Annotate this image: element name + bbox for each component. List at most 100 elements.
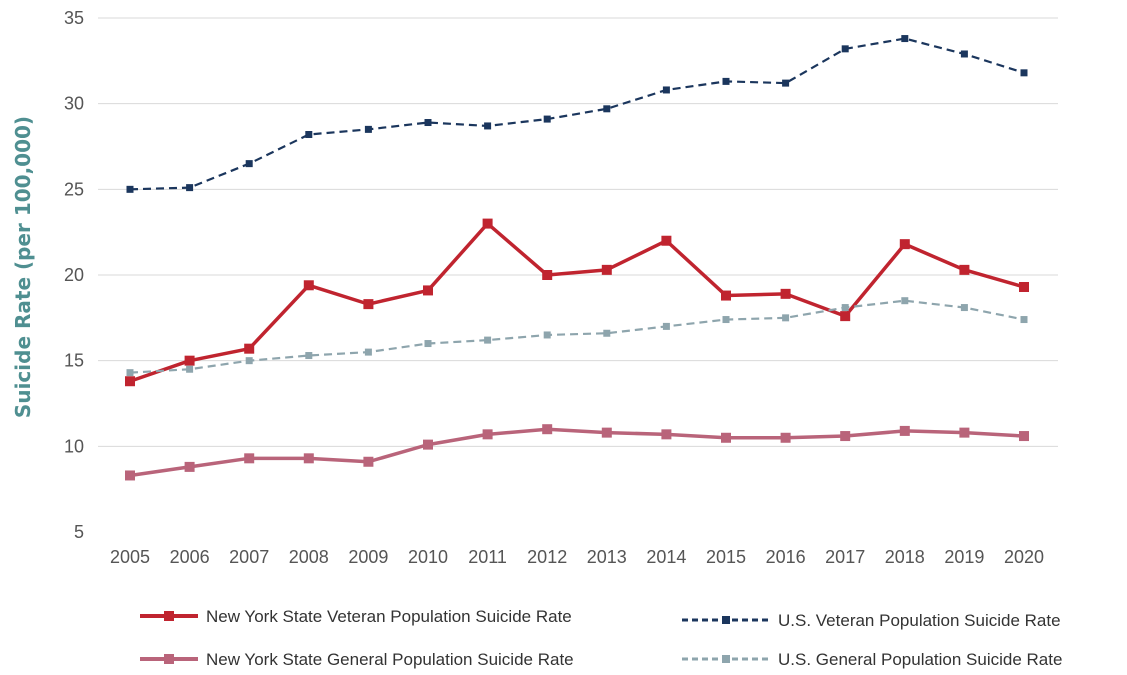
- x-tick-label: 2008: [289, 547, 329, 567]
- data-point: [542, 270, 553, 280]
- data-point: [899, 425, 910, 436]
- data-point: [1020, 69, 1028, 77]
- data-point: [424, 340, 432, 348]
- data-point: [484, 336, 492, 344]
- data-point: [721, 432, 731, 443]
- legend-label: U.S. General Population Suicide Rate: [778, 650, 1062, 669]
- data-point: [661, 235, 672, 246]
- data-point: [543, 331, 551, 339]
- data-point: [245, 160, 253, 168]
- data-point: [1019, 281, 1029, 292]
- data-point: [186, 184, 194, 192]
- legend-marker: [722, 616, 730, 624]
- data-point: [184, 355, 195, 366]
- data-point: [126, 369, 134, 377]
- data-point: [960, 304, 968, 312]
- series-2: [126, 297, 1028, 377]
- x-tick-label: 2019: [944, 547, 984, 567]
- y-axis-label: Suicide Rate (per 100,000): [11, 116, 35, 418]
- data-point: [960, 50, 968, 58]
- series-line: [129, 221, 1025, 383]
- data-point: [303, 280, 314, 291]
- data-point: [782, 79, 790, 87]
- x-tick-label: 2007: [229, 547, 269, 567]
- data-point: [244, 453, 255, 464]
- data-point: [661, 429, 672, 440]
- data-point: [303, 453, 314, 464]
- data-point: [899, 239, 910, 250]
- data-point: [722, 316, 730, 324]
- data-point: [662, 86, 670, 94]
- chart-legend: New York State Veteran Population Suicid…: [140, 607, 1062, 669]
- data-point: [424, 119, 432, 127]
- data-point: [543, 115, 551, 123]
- data-point: [364, 348, 372, 356]
- data-point: [184, 461, 195, 472]
- x-tick-label: 2012: [527, 547, 567, 567]
- data-point: [721, 290, 731, 301]
- y-tick-label: 25: [64, 179, 84, 199]
- data-point: [126, 185, 134, 193]
- x-axis-ticks: 2005 2006 2007 2008 2009 2010 2011 2012 2013 2014…: [110, 547, 1044, 567]
- data-point: [601, 427, 612, 438]
- chart-gridlines: [98, 17, 1058, 447]
- y-tick-label: 30: [64, 94, 84, 114]
- data-point: [841, 45, 849, 53]
- x-tick-label: 2015: [706, 547, 746, 567]
- y-tick-label: 5: [74, 522, 84, 542]
- legend-marker: [722, 655, 730, 663]
- data-point: [1019, 431, 1029, 442]
- data-point: [305, 131, 313, 139]
- data-point: [840, 431, 851, 442]
- x-tick-label: 2009: [348, 547, 388, 567]
- y-tick-label: 35: [64, 8, 84, 28]
- x-tick-label: 2011: [468, 547, 507, 567]
- data-point: [186, 365, 194, 373]
- data-point: [482, 429, 493, 440]
- series-line: [129, 427, 1025, 478]
- data-point: [363, 456, 374, 467]
- data-point: [780, 288, 791, 299]
- data-point: [603, 329, 611, 337]
- x-tick-label: 2020: [1004, 547, 1044, 567]
- data-point: [601, 264, 612, 275]
- y-tick-label: 15: [64, 351, 84, 371]
- y-tick-label: 20: [64, 265, 84, 285]
- legend-marker: [164, 654, 174, 664]
- series-0: [126, 35, 1028, 193]
- x-tick-label: 2014: [646, 547, 686, 567]
- chart-series: [125, 35, 1029, 481]
- data-point: [423, 439, 433, 450]
- legend-label: U.S. Veteran Population Suicide Rate: [778, 611, 1061, 630]
- x-tick-label: 2018: [885, 547, 925, 567]
- data-point: [244, 343, 255, 354]
- x-tick-label: 2006: [170, 547, 210, 567]
- legend-item: U.S. Veteran Population Suicide Rate: [682, 611, 1061, 630]
- x-tick-label: 2005: [110, 547, 150, 567]
- legend-item: U.S. General Population Suicide Rate: [682, 650, 1062, 669]
- data-point: [722, 77, 730, 85]
- series-1: [125, 218, 1029, 387]
- data-point: [482, 218, 493, 229]
- series-line: [129, 37, 1025, 191]
- data-point: [542, 424, 553, 435]
- legend-item: New York State Veteran Population Suicid…: [140, 607, 572, 626]
- series-3: [125, 424, 1029, 481]
- legend-label: New York State Veteran Population Suicid…: [206, 607, 572, 626]
- data-point: [901, 35, 909, 43]
- legend-marker: [164, 611, 174, 621]
- y-axis-ticks: 5 10 15 20 25 30 35: [64, 8, 84, 542]
- legend-label: New York State General Population Suicid…: [206, 650, 574, 669]
- x-tick-label: 2013: [587, 547, 627, 567]
- data-point: [780, 432, 791, 443]
- series-line: [129, 299, 1025, 374]
- data-point: [364, 125, 372, 133]
- data-point: [1020, 316, 1028, 324]
- data-point: [782, 314, 790, 322]
- x-tick-label: 2010: [408, 547, 448, 567]
- data-point: [959, 427, 970, 438]
- data-point: [901, 297, 909, 305]
- data-point: [841, 304, 849, 312]
- data-point: [125, 470, 135, 481]
